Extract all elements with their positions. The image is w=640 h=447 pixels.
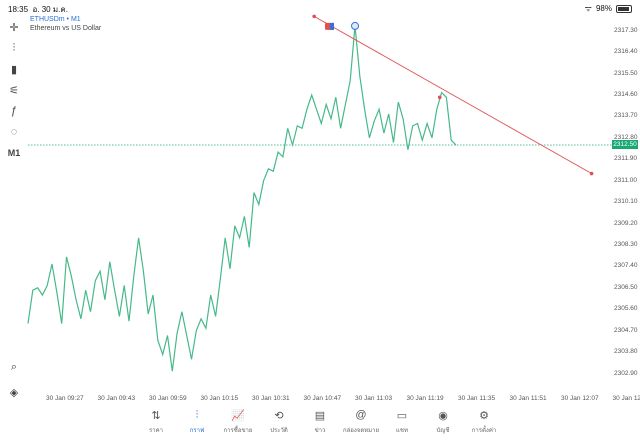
price-tick-label: 2311.00 xyxy=(614,176,638,184)
price-tick-label: 2303.80 xyxy=(614,348,638,356)
tab-chat[interactable]: ▭ แชท xyxy=(382,408,422,435)
status-time: 18:35 อ. 30 ม.ค. xyxy=(8,5,68,14)
time-tick-label: 30 Jan 11:35 xyxy=(458,395,496,402)
time-tick-label: 30 Jan 11:03 xyxy=(355,395,393,402)
tab-label: กราฟ xyxy=(189,428,205,434)
time-axis[interactable]: 30 Jan 09:27 30 Jan 09:43 30 Jan 09:59 30 J… xyxy=(28,395,640,405)
tab-settings[interactable]: ⚙ การตั้งค่า xyxy=(464,408,504,435)
time-tick-label: 30 Jan 12 xyxy=(612,395,640,402)
tab-trade[interactable]: 📈 การซื้อขาย xyxy=(218,408,258,435)
price-chart[interactable] xyxy=(0,0,640,405)
settings-icon: ⚙ xyxy=(479,409,489,422)
zoom-icon[interactable]: ⌕ xyxy=(10,360,18,373)
chart-title: ETHUSDm • M1 Ethereum vs US Dollar xyxy=(30,15,101,33)
price-tick-label: 2313.70 xyxy=(614,112,638,120)
trendline-end-handle[interactable] xyxy=(589,171,594,176)
tab-label: ประวัติ xyxy=(270,428,288,434)
time-tick-label: 30 Jan 10:15 xyxy=(200,395,239,402)
accounts-icon: ◉ xyxy=(438,409,448,422)
price-tick-label: 2307.40 xyxy=(614,262,638,270)
price-tick-label: 2311.90 xyxy=(614,155,638,163)
battery-text: 98% xyxy=(595,4,612,13)
tab-label: ราคา xyxy=(149,428,163,434)
price-tick-label: 2306.50 xyxy=(614,283,638,291)
time-tick-label: 30 Jan 11:19 xyxy=(406,395,444,402)
left-toolbar: ✛ ⫶ ▮ ⚟ ƒ ◌ M1 ⌕ ◈ xyxy=(0,14,28,404)
indicators-icon[interactable]: ⚟ xyxy=(9,84,19,97)
price-tick-label: 2314.60 xyxy=(614,90,638,98)
price-tick-label: 2316.40 xyxy=(614,48,638,56)
chart-description: Ethereum vs US Dollar xyxy=(30,25,102,32)
price-tick-label: 2305.60 xyxy=(614,305,638,313)
alert-marker-icon[interactable] xyxy=(351,21,360,30)
price-tick-label: 2312.80 xyxy=(614,133,638,141)
time-tick-label: 30 Jan 12:07 xyxy=(561,395,599,402)
chart-symbol[interactable]: ETHUSDm • M1 xyxy=(30,16,81,23)
chat-icon: ▭ xyxy=(396,409,408,422)
timeframe[interactable]: M1 xyxy=(7,148,21,158)
price-tick-label: 2315.50 xyxy=(614,69,638,77)
tab-mailbox[interactable]: @ กล่องจดหมาย xyxy=(341,408,381,435)
history-icon: ⟲ xyxy=(274,409,284,422)
tab-quotes[interactable]: ⇅ ราคา xyxy=(136,408,176,435)
current-price-tag: 2312.50 xyxy=(612,139,638,149)
mailbox-icon: @ xyxy=(355,409,367,421)
crosshair-icon[interactable]: ✛ xyxy=(9,21,19,34)
tab-label: การตั้งค่า xyxy=(471,428,497,434)
wifi-icon: ᯤ xyxy=(584,4,592,13)
tab-label: การซื้อขาย xyxy=(223,428,253,434)
chart-icon: ⫶ xyxy=(195,408,199,421)
price-tick-label: 2317.30 xyxy=(614,26,638,34)
time-tick-label: 30 Jan 09:43 xyxy=(97,395,136,402)
trade-icon: 📈 xyxy=(231,409,245,422)
price-tick-label: 2302.90 xyxy=(614,369,638,377)
function-icon[interactable]: ƒ xyxy=(10,105,18,117)
price-tick-label: 2308.30 xyxy=(614,240,638,248)
price-tick-label: 2310.10 xyxy=(614,198,638,206)
quotes-icon: ⇅ xyxy=(151,409,161,422)
tab-news[interactable]: ▤ ข่าว xyxy=(300,408,340,435)
tab-label: บัญชี xyxy=(436,428,450,434)
time-tick-label: 30 Jan 10:31 xyxy=(252,395,290,402)
status-right: ᯤ 98% xyxy=(585,3,632,14)
price-tick-label: 2309.20 xyxy=(614,219,638,227)
price-tick-label: 2304.70 xyxy=(614,326,638,334)
time-tick-label: 30 Jan 10:47 xyxy=(303,395,342,402)
bottom-tab-bar: ⇅ ราคา ⫶ กราฟ 📈 การซื้อขาย ⟲ ประวัติ ▤ ข่าว @ กล่อง… xyxy=(0,404,640,447)
time-tick-label: 30 Jan 09:59 xyxy=(149,395,187,402)
trendline-start-handle[interactable] xyxy=(312,14,316,19)
tab-label: ข่าว xyxy=(314,428,326,434)
price-axis[interactable]: 2317.30 2316.40 2315.50 2314.60 2313.70 2312.… xyxy=(612,0,640,400)
candles-icon[interactable]: ⫶ xyxy=(12,41,16,54)
volume-icon[interactable]: ▮ xyxy=(10,63,18,76)
tab-history[interactable]: ⟲ ประวัติ xyxy=(259,408,299,435)
trendline[interactable] xyxy=(313,15,592,174)
shapes-icon[interactable]: ◌ xyxy=(10,126,18,138)
price-series-line xyxy=(27,25,457,372)
time-tick-label: 30 Jan 11:51 xyxy=(509,395,547,402)
trade-marker-blue-icon xyxy=(330,22,335,30)
news-icon: ▤ xyxy=(314,409,326,422)
app-logo-icon[interactable]: ◈ xyxy=(9,386,19,399)
time-tick-label: 30 Jan 09:27 xyxy=(46,395,84,402)
tab-accounts[interactable]: ◉ บัญชี xyxy=(423,408,463,435)
battery-icon xyxy=(616,4,632,13)
tab-chart[interactable]: ⫶ กราฟ xyxy=(177,408,217,435)
trendline-mid-handle[interactable] xyxy=(437,95,442,100)
tab-label: แชท xyxy=(396,428,408,434)
status-bar: 18:35 อ. 30 ม.ค. ᯤ 98% xyxy=(0,0,640,14)
tab-label: กล่องจดหมาย xyxy=(342,428,380,434)
